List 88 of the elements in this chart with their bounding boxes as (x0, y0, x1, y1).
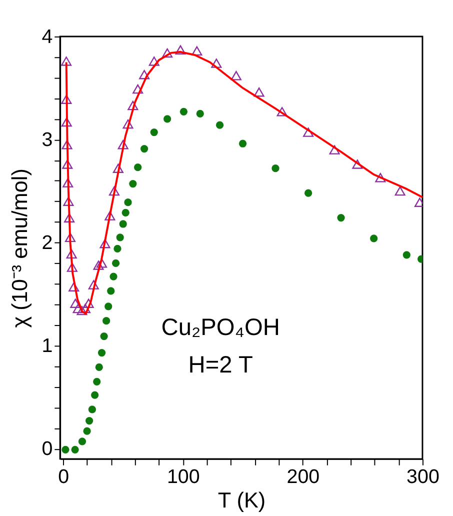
point (122, 208, 130, 216)
point (129, 180, 137, 188)
point (62, 446, 70, 454)
point (93, 260, 104, 270)
point (66, 249, 77, 259)
y-axis-title: χ (10⁻³ emu/mol) (6, 168, 32, 328)
point (139, 70, 150, 80)
point (71, 446, 79, 454)
point (70, 298, 81, 308)
y-tick-label: 4 (42, 26, 53, 48)
point (102, 317, 110, 325)
point (61, 94, 72, 104)
point (122, 119, 134, 129)
point (91, 391, 99, 399)
point (85, 416, 94, 425)
point (83, 427, 91, 435)
x-tick-label: 100 (166, 466, 200, 488)
point (95, 363, 103, 372)
point (352, 160, 363, 169)
point (114, 244, 122, 253)
point (148, 56, 160, 66)
point (96, 258, 108, 268)
point (63, 196, 74, 206)
point (119, 220, 127, 228)
point (107, 287, 115, 295)
x-tick-label: 0 (58, 466, 70, 488)
point (83, 298, 94, 308)
point (276, 107, 288, 116)
x-tick-label: 200 (286, 466, 320, 488)
point (163, 115, 172, 123)
point (370, 234, 378, 242)
point (62, 178, 74, 188)
point (118, 140, 128, 150)
point (98, 348, 106, 357)
point (211, 58, 222, 68)
point (116, 234, 124, 242)
point (394, 186, 406, 196)
point (375, 172, 386, 182)
point (104, 302, 112, 310)
point (150, 128, 158, 136)
y-tick-label: 1 (42, 334, 53, 357)
point (180, 108, 188, 116)
x-tick-label: 300 (406, 466, 440, 488)
point (100, 332, 108, 340)
point (88, 406, 96, 414)
point (61, 117, 72, 127)
point (216, 121, 224, 129)
point (329, 145, 340, 154)
point (175, 45, 186, 54)
point (66, 262, 78, 272)
point (64, 213, 75, 222)
point (238, 140, 247, 148)
point (110, 272, 118, 280)
point (112, 164, 124, 173)
point (78, 438, 86, 446)
point (62, 140, 72, 150)
y-tick-label: 3 (42, 128, 53, 151)
annotation: Cu₂PO₄OH (161, 314, 280, 341)
point (337, 214, 345, 222)
point (162, 48, 173, 58)
point (64, 232, 76, 242)
point (272, 164, 280, 172)
point (128, 100, 138, 110)
point (93, 378, 101, 386)
point (68, 282, 80, 292)
point (132, 84, 144, 94)
point (61, 56, 72, 66)
point (124, 198, 132, 206)
y-tick-label: 0 (42, 438, 53, 460)
y-tick-label: 2 (42, 232, 53, 254)
point (100, 238, 110, 248)
point (303, 128, 314, 137)
point (104, 211, 116, 220)
point (88, 280, 99, 290)
point (230, 70, 242, 80)
point (134, 164, 142, 172)
point (254, 87, 264, 97)
point (196, 110, 204, 118)
point (140, 144, 148, 153)
annotation: H=2 T (188, 352, 253, 378)
point (62, 160, 73, 169)
point (402, 251, 410, 259)
point (76, 306, 88, 316)
point (108, 186, 120, 196)
point (304, 189, 312, 197)
point (192, 46, 202, 56)
x-axis-title: T (K) (218, 488, 266, 513)
point (112, 259, 120, 267)
